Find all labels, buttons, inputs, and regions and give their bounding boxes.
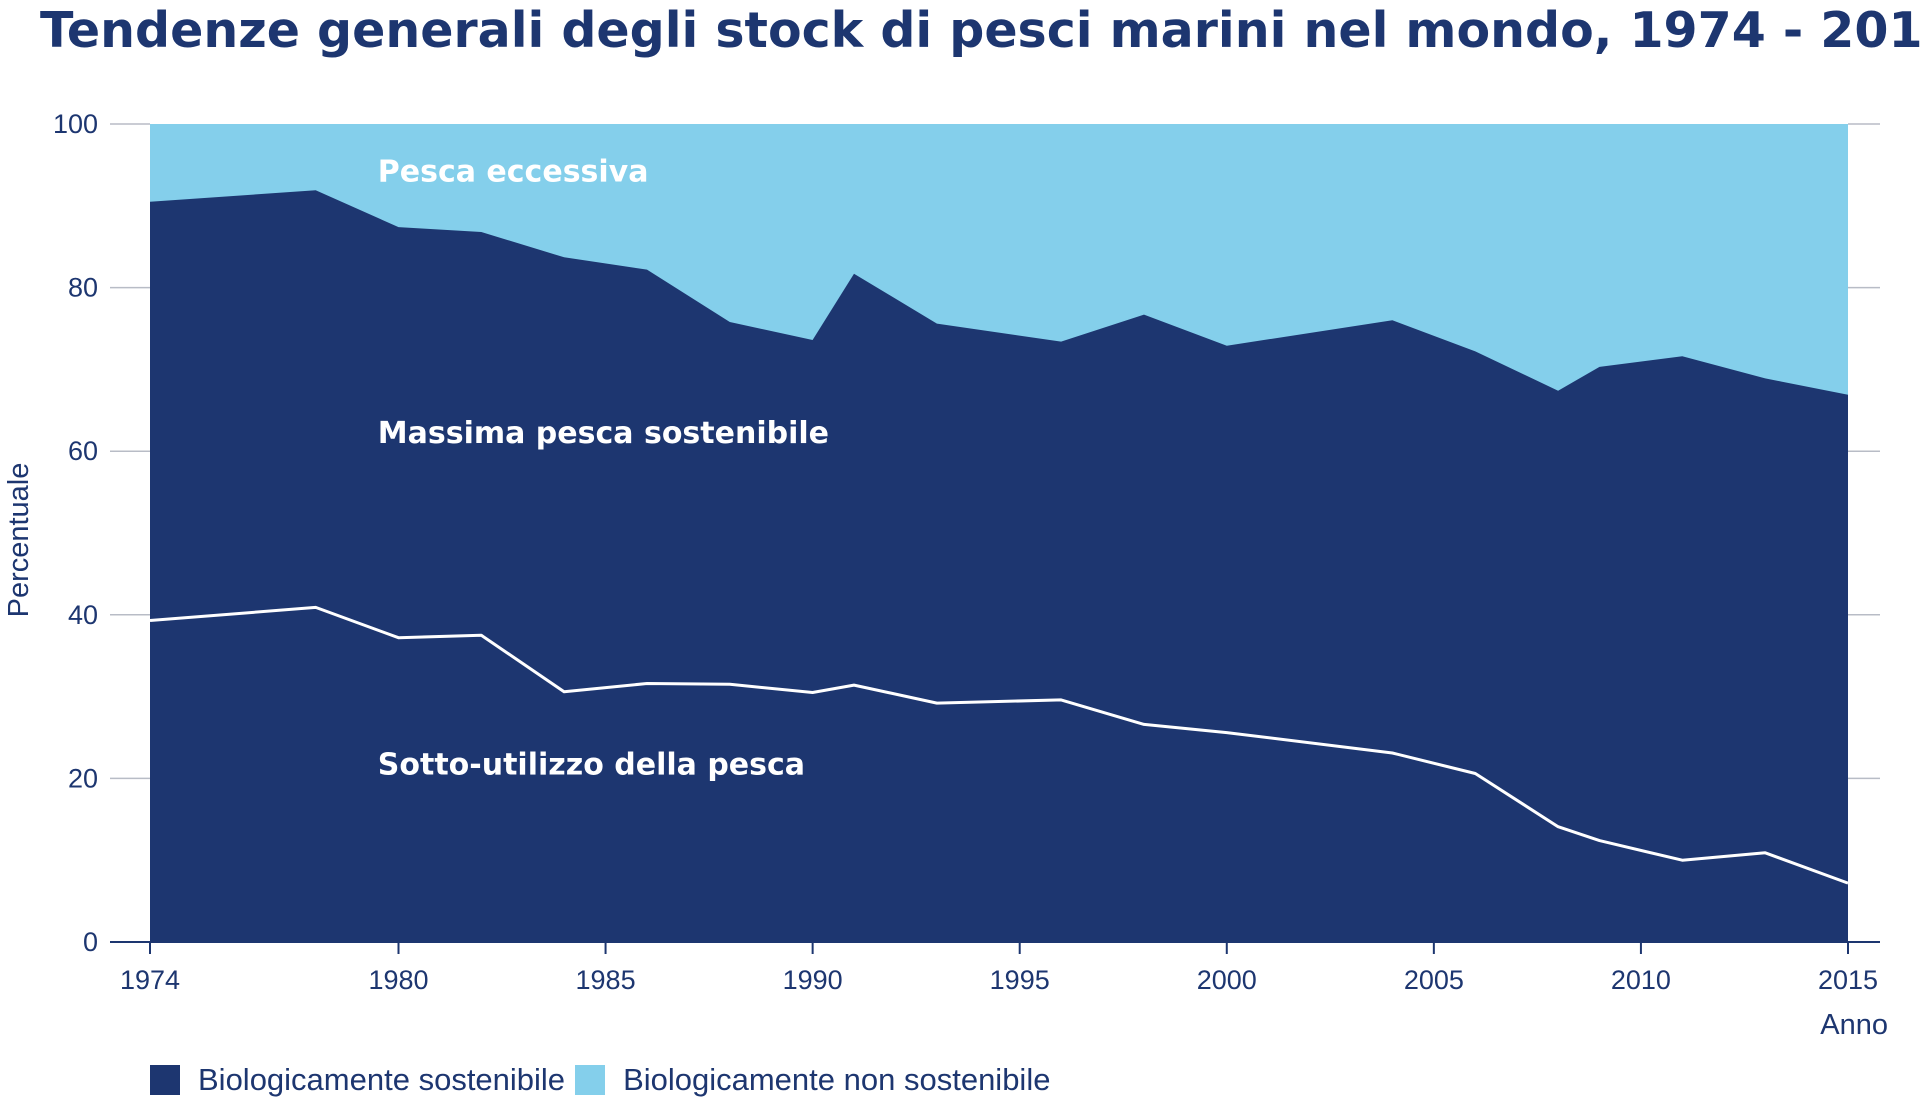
- region-label: Pesca eccessiva: [378, 154, 649, 189]
- x-tick-label: 1990: [783, 965, 843, 995]
- x-tick-label: 1985: [576, 965, 636, 995]
- legend-swatch: [575, 1065, 606, 1095]
- region-label: Sotto-utilizzo della pesca: [378, 747, 805, 782]
- x-tick-label: 1995: [990, 965, 1050, 995]
- underfished-line: [149, 605, 1849, 885]
- area-biologically-sustainable: [150, 190, 1848, 943]
- x-axis-ticks: 1974 1980 1985 1990 1995 2000 2005 2010 2015: [120, 942, 1878, 995]
- x-tick-label: 2000: [1197, 965, 1257, 995]
- region-label: Massima pesca sostenibile: [378, 416, 829, 451]
- y-tick-label: 0: [83, 927, 98, 957]
- x-tick-label: 1974: [120, 965, 180, 995]
- region-labels: Pesca eccessiva Massima pesca sostenibile…: [378, 154, 829, 782]
- chart-title: Tendenze generali degli stock di pesci m…: [40, 2, 1920, 59]
- legend-label: Biologicamente sostenibile: [198, 1062, 566, 1097]
- y-tick-label: 100: [53, 109, 98, 139]
- y-axis-title: Percentuale: [3, 463, 35, 618]
- x-tick-label: 2010: [1611, 965, 1671, 995]
- y-tick-label: 40: [68, 600, 98, 630]
- legend-item: Biologicamente sostenibile: [150, 1062, 565, 1098]
- legend-label: Biologicamente non sostenibile: [623, 1062, 1051, 1097]
- y-tick-label: 80: [68, 273, 98, 303]
- legend: Biologicamente sostenibile Biologicamente…: [150, 1058, 1060, 1102]
- y-axis-ticks: 0 20 40 60 80 100: [53, 109, 98, 957]
- x-axis-title: Anno: [1820, 1009, 1888, 1041]
- legend-item: Biologicamente non sostenibile: [575, 1062, 1050, 1098]
- y-tick-label: 60: [68, 436, 98, 466]
- x-tick-label: 2015: [1818, 965, 1878, 995]
- x-tick-label: 1980: [368, 965, 428, 995]
- legend-swatch: [150, 1065, 180, 1095]
- x-tick-label: 2005: [1404, 965, 1464, 995]
- gridlines: [110, 123, 1880, 780]
- y-tick-label: 20: [68, 763, 98, 793]
